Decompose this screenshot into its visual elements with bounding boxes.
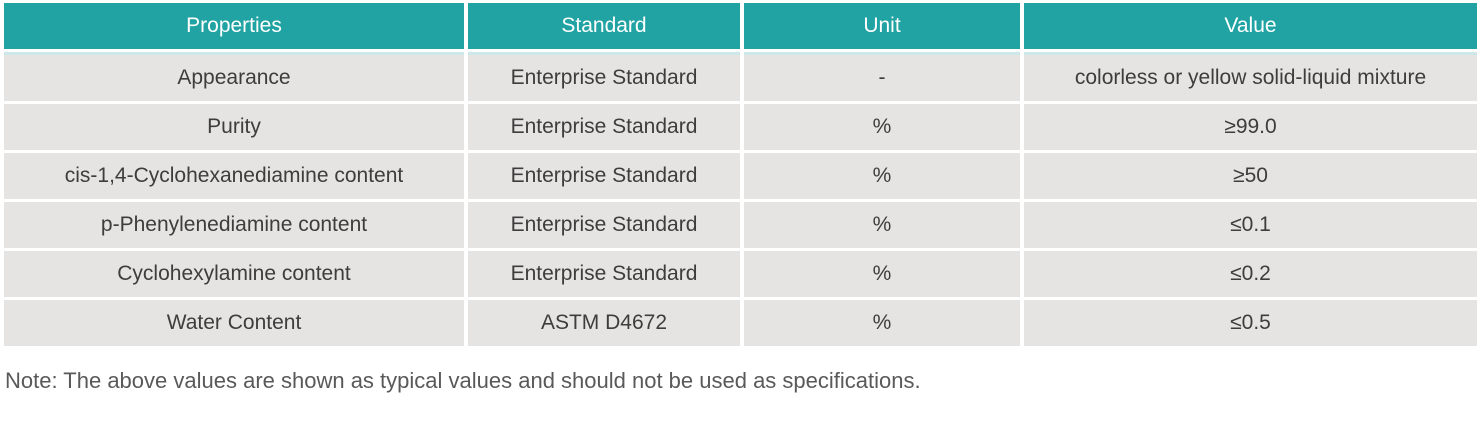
cell-standard: Enterprise Standard (468, 251, 740, 297)
cell-value: ≤0.5 (1024, 300, 1477, 346)
table-row-purity: Purity Enterprise Standard % ≥99.0 (4, 104, 1477, 150)
cell-standard: Enterprise Standard (468, 104, 740, 150)
table-row-appearance: Appearance Enterprise Standard - colorle… (4, 52, 1477, 101)
properties-table: Properties Standard Unit Value Appearanc… (4, 3, 1477, 346)
table-row-water-content: Water Content ASTM D4672 % ≤0.5 (4, 300, 1477, 346)
cell-unit: % (744, 300, 1020, 346)
cell-unit: % (744, 202, 1020, 248)
note-text: Note: The above values are shown as typi… (5, 368, 921, 393)
cell-property: Appearance (4, 52, 464, 101)
cell-standard: Enterprise Standard (468, 52, 740, 101)
cell-property: Water Content (4, 300, 464, 346)
cell-unit: - (744, 52, 1020, 101)
column-header-value: Value (1024, 3, 1477, 49)
table-row-phenylenediamine-content: p-Phenylenediamine content Enterprise St… (4, 202, 1477, 248)
cell-value: ≤0.1 (1024, 202, 1477, 248)
cell-standard: ASTM D4672 (468, 300, 740, 346)
cell-standard: Enterprise Standard (468, 202, 740, 248)
cell-unit: % (744, 153, 1020, 199)
cell-value: ≥99.0 (1024, 104, 1477, 150)
header-row: Properties Standard Unit Value (4, 3, 1477, 49)
cell-standard: Enterprise Standard (468, 153, 740, 199)
cell-value: ≤0.2 (1024, 251, 1477, 297)
column-header-properties: Properties (4, 3, 464, 49)
cell-value: colorless or yellow solid-liquid mixture (1024, 52, 1477, 101)
cell-property: Purity (4, 104, 464, 150)
column-header-unit: Unit (744, 3, 1020, 49)
cell-unit: % (744, 251, 1020, 297)
cell-property: cis-1,4-Cyclohexanediamine content (4, 153, 464, 199)
cell-property: Cyclohexylamine content (4, 251, 464, 297)
cell-value: ≥50 (1024, 153, 1477, 199)
column-header-standard: Standard (468, 3, 740, 49)
table-row-cyclohexylamine-content: Cyclohexylamine content Enterprise Stand… (4, 251, 1477, 297)
cell-unit: % (744, 104, 1020, 150)
cell-property: p-Phenylenediamine content (4, 202, 464, 248)
table-row-cis-content: cis-1,4-Cyclohexanediamine content Enter… (4, 153, 1477, 199)
